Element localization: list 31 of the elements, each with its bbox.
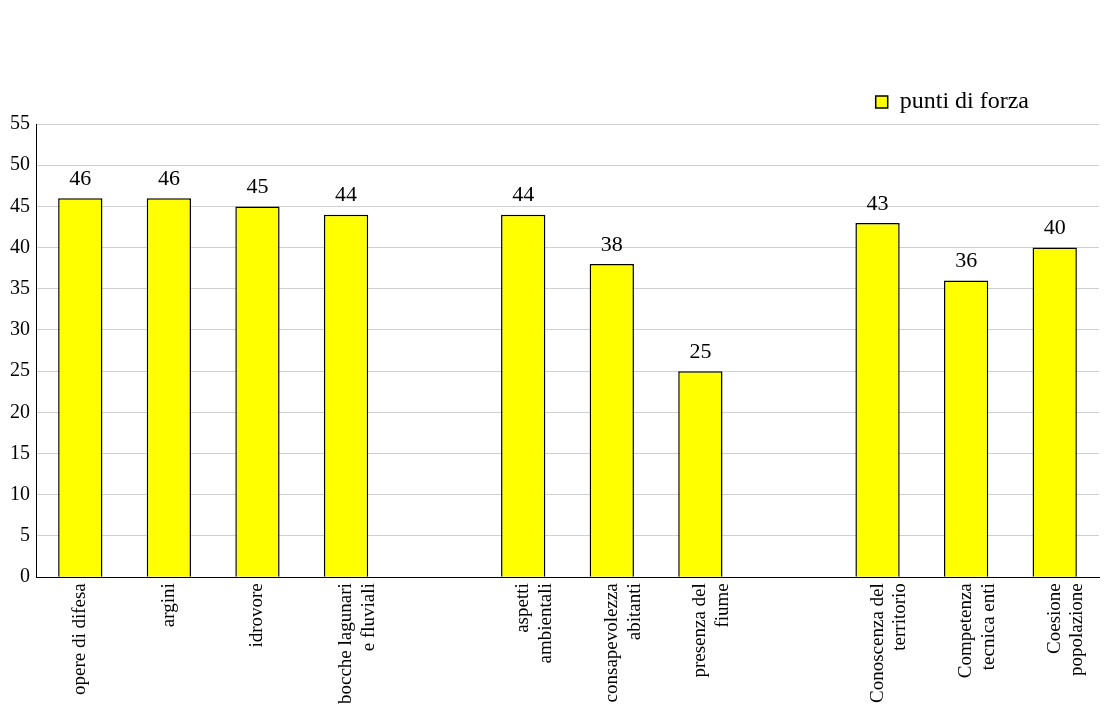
y-tick-label: 55 [10, 111, 30, 134]
y-tick-label: 50 [10, 152, 30, 175]
y-tick-label: 15 [10, 440, 30, 463]
y-tick-label: 25 [10, 358, 30, 381]
x-tick-label: presenza del fiume [688, 583, 733, 678]
data-label: 46 [157, 164, 180, 190]
data-label: 44 [512, 181, 535, 207]
data-label: 25 [689, 337, 712, 363]
data-label: 43 [866, 189, 889, 215]
y-tick-label: 5 [20, 523, 30, 546]
y-tick-label: 0 [20, 564, 30, 587]
data-label: 45 [246, 173, 269, 199]
y-tick-label: 40 [10, 234, 30, 257]
y-tick-label: 30 [10, 317, 30, 340]
x-tick-label: aspetti ambientali [511, 583, 555, 664]
data-label: 40 [1043, 214, 1066, 240]
x-tick-label: opere di difesa [68, 582, 90, 696]
legend-label: punti di forza [899, 87, 1030, 114]
y-tick-label: 45 [10, 193, 30, 216]
x-tick-label: idrovore [245, 583, 267, 648]
data-label: 46 [69, 164, 92, 190]
x-tick-label: Conoscenza del territorio [865, 583, 910, 703]
data-label: 36 [955, 247, 978, 273]
x-tick-label: bocche lagunari e fluviali [334, 583, 378, 705]
y-tick-label: 10 [10, 482, 30, 505]
data-label: 38 [600, 230, 623, 256]
y-tick-label: 20 [10, 399, 30, 422]
x-tick-label: consapevolezza abitanti [599, 582, 644, 703]
data-label: 44 [335, 181, 358, 207]
y-tick-label: 35 [10, 276, 30, 299]
x-tick-label: argini [156, 583, 178, 628]
